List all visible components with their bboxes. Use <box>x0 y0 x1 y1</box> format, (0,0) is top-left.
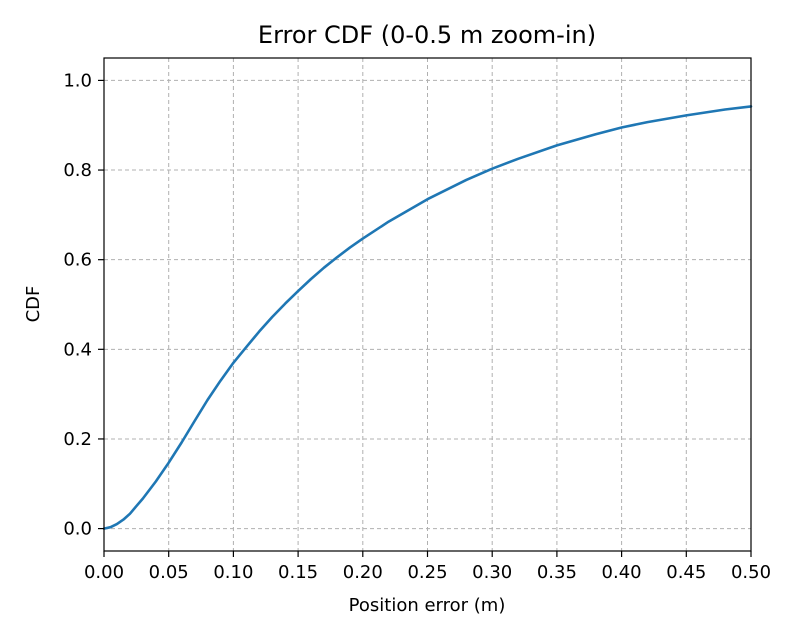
ticks: 0.00 0.05 0.10 0.15 0.20 0.25 0.30 0.35 0.40 0.45… <box>63 70 771 583</box>
y-tick-label: 0.4 <box>63 339 92 360</box>
chart-title: Error CDF (0-0.5 m zoom-in) <box>258 21 596 49</box>
x-tick-label: 0.20 <box>343 562 383 583</box>
x-tick-label: 0.25 <box>407 562 447 583</box>
grid <box>103 58 752 551</box>
x-tick-label: 0.00 <box>84 562 124 583</box>
y-axis-label: CDF <box>23 286 44 323</box>
y-tick-label: 0.0 <box>63 519 92 540</box>
x-tick-label: 0.05 <box>149 562 189 583</box>
y-tick-label: 0.2 <box>63 429 92 450</box>
x-tick-label: 0.35 <box>537 562 577 583</box>
data-layer <box>102 105 753 530</box>
y-tick-label: 1.0 <box>63 70 92 91</box>
x-tick-label: 0.15 <box>278 562 318 583</box>
y-tick-label: 0.8 <box>63 160 92 181</box>
x-tick-label: 0.40 <box>602 562 642 583</box>
series-line <box>102 105 753 530</box>
x-tick-label: 0.10 <box>213 562 253 583</box>
x-axis-label: Position error (m) <box>349 595 506 616</box>
x-tick-label: 0.30 <box>472 562 512 583</box>
y-tick-label: 0.6 <box>63 250 92 271</box>
x-tick-label: 0.50 <box>731 562 771 583</box>
x-tick-label: 0.45 <box>666 562 706 583</box>
